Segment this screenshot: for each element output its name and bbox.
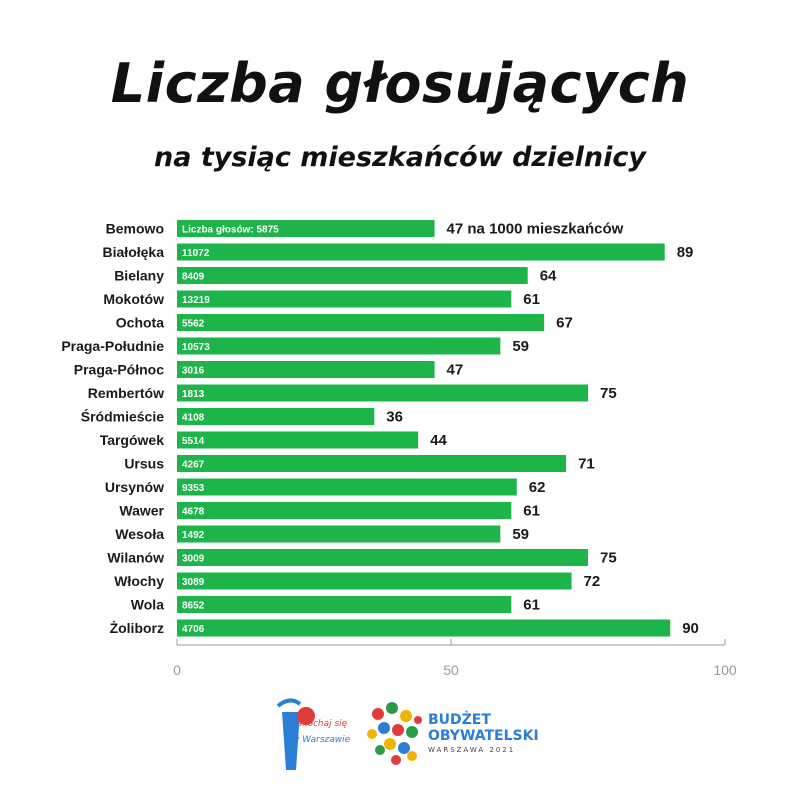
category-label: Ochota [116,315,164,331]
bar-inner-label: 4706 [182,624,205,635]
category-label: Żoliborz [110,620,164,636]
bar-inner-label: 4267 [182,460,205,471]
category-label: Bemowo [106,221,164,237]
zakochaj-logo: zakochaj się w Warszawie [276,698,351,770]
value-label: 75 [600,550,617,567]
value-label: 90 [682,620,699,637]
value-label: 75 [600,385,617,402]
bar-inner-label: 3016 [182,366,205,377]
value-label: 47 [447,362,464,379]
bar [177,549,588,566]
x-tick-label: 0 [173,662,181,678]
value-label: 61 [523,597,540,614]
value-label: 61 [523,291,540,308]
bar-inner-label: 10573 [182,342,210,353]
category-label: Wawer [119,503,164,519]
logo-right-line2: OBYWATELSKI [428,728,539,744]
bar [177,502,512,519]
category-label: Mokotów [103,291,164,307]
bar-inner-label: 5562 [182,319,205,330]
value-label: 67 [556,315,573,332]
bar-inner-label: 4108 [182,413,205,424]
heart-icon [297,707,315,725]
bar [177,384,588,402]
category-label: Praga-Południe [61,338,164,354]
category-label: Bielany [114,268,164,284]
bar [177,478,517,496]
category-label: Wesoła [115,526,164,542]
category-label: Wilanów [107,550,164,566]
value-label: 59 [512,526,529,543]
value-label: 62 [529,479,546,496]
category-label: Praga-Północ [74,362,164,378]
value-label: 71 [578,456,595,473]
bar-inner-label: 4678 [182,507,205,518]
bar-inner-label: 5514 [182,436,205,447]
category-label: Śródmieście [81,408,164,425]
bar [177,596,512,613]
logo-right-line1: BUDŻET [428,711,491,728]
value-label: 72 [584,573,601,590]
bar-inner-label: 1492 [182,530,205,541]
bar-chart: Bemowo Liczba głosów: 5875 47 na 1000 mies… [61,220,737,678]
logos: zakochaj się w Warszawie BUDŻET OBYWATEL… [276,698,539,770]
bar [177,267,528,284]
x-tick-label: 100 [713,662,737,678]
bar-inner-label: Liczba głosów: 5875 [182,225,279,236]
bar [177,408,375,425]
bar-inner-label: 11072 [182,248,210,259]
category-label: Białołęka [103,244,165,260]
value-label: 44 [430,432,447,449]
category-label: Rembertów [88,385,164,401]
bar-inner-label: 8409 [182,272,205,283]
category-label: Ursynów [105,479,164,495]
bar [177,525,501,543]
bar [177,290,512,308]
bar-inner-label: 13219 [182,295,210,306]
bar [177,619,671,637]
bar [177,314,545,331]
logo-right-line3: WARSZAWA 2021 [428,746,515,754]
bar [177,361,435,378]
bar [177,220,435,237]
category-label: Targówek [100,432,165,448]
value-label: 64 [540,268,557,285]
value-label: 47 na 1000 mieszkańców [447,221,624,238]
bar [177,455,567,472]
budzet-logo-graphic [367,702,422,765]
bar [177,243,665,261]
x-tick-label: 50 [443,662,459,678]
value-label: 59 [512,338,529,355]
bar [177,572,572,590]
bar-inner-label: 3009 [182,554,205,565]
logo-left-line2: w Warszawie [292,735,351,745]
category-label: Ursus [124,456,164,472]
logo-left-line1: zakochaj się [291,719,348,729]
category-label: Wola [131,597,164,613]
category-label: Włochy [114,573,164,589]
bar-inner-label: 9353 [182,483,205,494]
bar-inner-label: 8652 [182,601,205,612]
value-label: 61 [523,503,540,520]
chart-title: Liczba głosujących [110,52,690,115]
chart-subtitle: na tysiąc mieszkańców dzielnicy [153,142,647,173]
bar-inner-label: 3089 [182,577,205,588]
bar [177,431,419,449]
value-label: 89 [677,244,694,261]
bar-inner-label: 1813 [182,389,205,400]
bar [177,337,501,355]
value-label: 36 [386,409,403,426]
